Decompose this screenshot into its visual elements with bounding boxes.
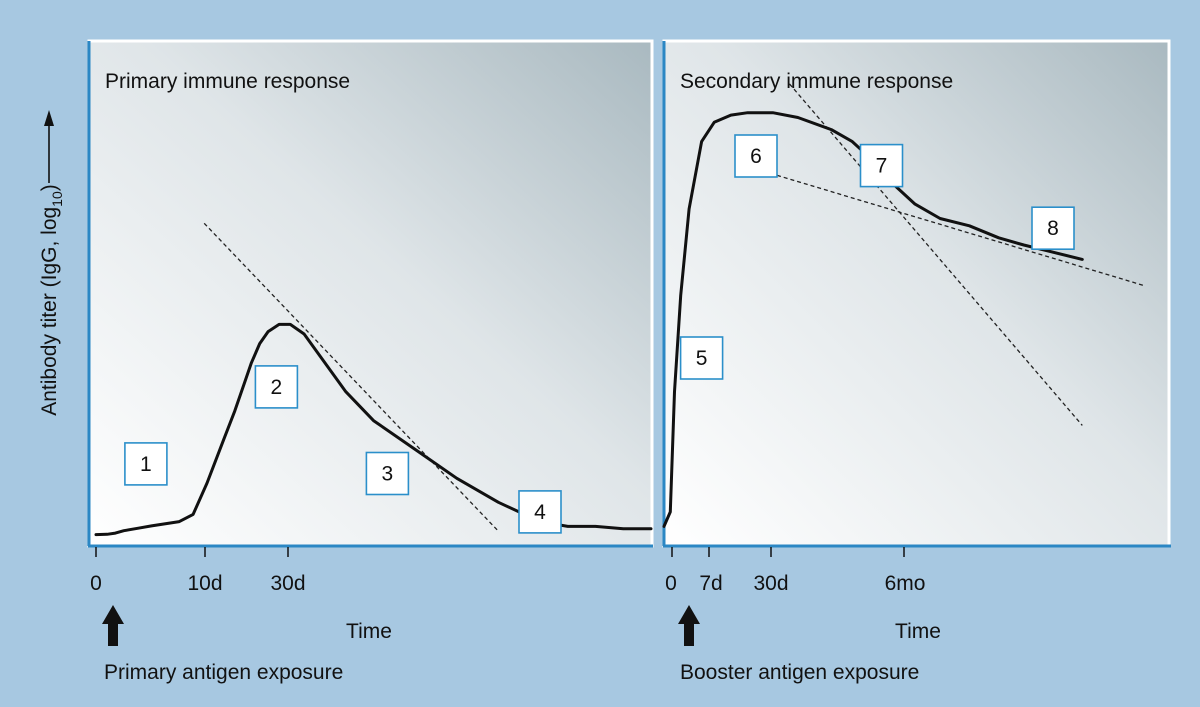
phase-marker-label: 6 [750, 145, 762, 168]
phase-marker-6: 6 [734, 134, 778, 178]
tick-marks [95, 547, 905, 557]
secondary-trend-line-2 [776, 174, 1146, 287]
primary-x-axis-title: Time [346, 620, 392, 643]
phase-marker-box [124, 442, 168, 486]
phase-marker-8: 8 [1031, 206, 1075, 250]
primary-plot-area: 1 2 3 4 [94, 222, 653, 537]
booster-exposure-arrow-icon [678, 605, 700, 646]
phase-marker-label: 4 [534, 501, 546, 524]
tick-label-secondary-7d: 7d [699, 572, 722, 595]
secondary-panel [662, 39, 1171, 548]
phase-marker-label: 5 [696, 347, 708, 370]
phase-marker-2: 2 [254, 365, 299, 409]
phase-marker-label: 1 [140, 453, 152, 476]
phase-marker-5: 5 [679, 336, 724, 380]
phase-marker-label: 7 [876, 155, 888, 178]
phase-marker-7: 7 [859, 143, 904, 188]
phase-marker-1: 1 [124, 442, 168, 486]
tick-label-secondary-30d: 30d [753, 572, 788, 595]
phase-marker-box [679, 336, 724, 380]
phase-marker-label: 8 [1047, 217, 1059, 240]
svg-text:Antibody titer (IgG, log10): Antibody titer (IgG, log10) [38, 184, 65, 416]
phase-marker-box [254, 365, 299, 409]
secondary-trend-line-1 [789, 83, 1083, 426]
primary-exposure-arrow-icon [102, 605, 124, 646]
secondary-x-axis-title: Time [895, 620, 941, 643]
tick-label-secondary-0: 0 [665, 572, 677, 595]
phase-marker-label: 2 [271, 376, 283, 399]
booster-exposure-label: Booster antigen exposure [680, 661, 919, 684]
phase-marker-box [734, 134, 778, 178]
phase-marker-box [365, 451, 410, 496]
tick-label-primary-30d: 30d [270, 572, 305, 595]
tick-label-primary-10d: 10d [187, 572, 222, 595]
secondary-plot-area: 5 6 7 8 [662, 83, 1146, 528]
secondary-titer-curve [662, 111, 1084, 528]
tick-label-secondary-6mo: 6mo [885, 572, 926, 595]
primary-exposure-label: Primary antigen exposure [104, 661, 343, 684]
tick-label-primary-0: 0 [90, 572, 102, 595]
primary-panel-title: Primary immune response [105, 70, 350, 93]
phase-marker-box [1031, 206, 1075, 250]
y-axis-label-subscript: 10 [49, 191, 65, 207]
primary-trend-line-1 [203, 222, 499, 532]
phase-marker-3: 3 [365, 451, 410, 496]
y-axis-arrow [44, 110, 54, 183]
phase-marker-label: 3 [382, 463, 394, 486]
y-axis-label-main: Antibody titer (IgG, log [38, 207, 61, 416]
phase-marker-box [859, 143, 904, 188]
primary-titer-curve [94, 322, 653, 537]
secondary-panel-title: Secondary immune response [680, 70, 953, 93]
phase-marker-4: 4 [518, 490, 562, 534]
phase-marker-box [518, 490, 562, 534]
y-axis-label: Antibody titer (IgG, log10) [38, 184, 65, 416]
y-axis-label-close: ) [38, 184, 61, 191]
